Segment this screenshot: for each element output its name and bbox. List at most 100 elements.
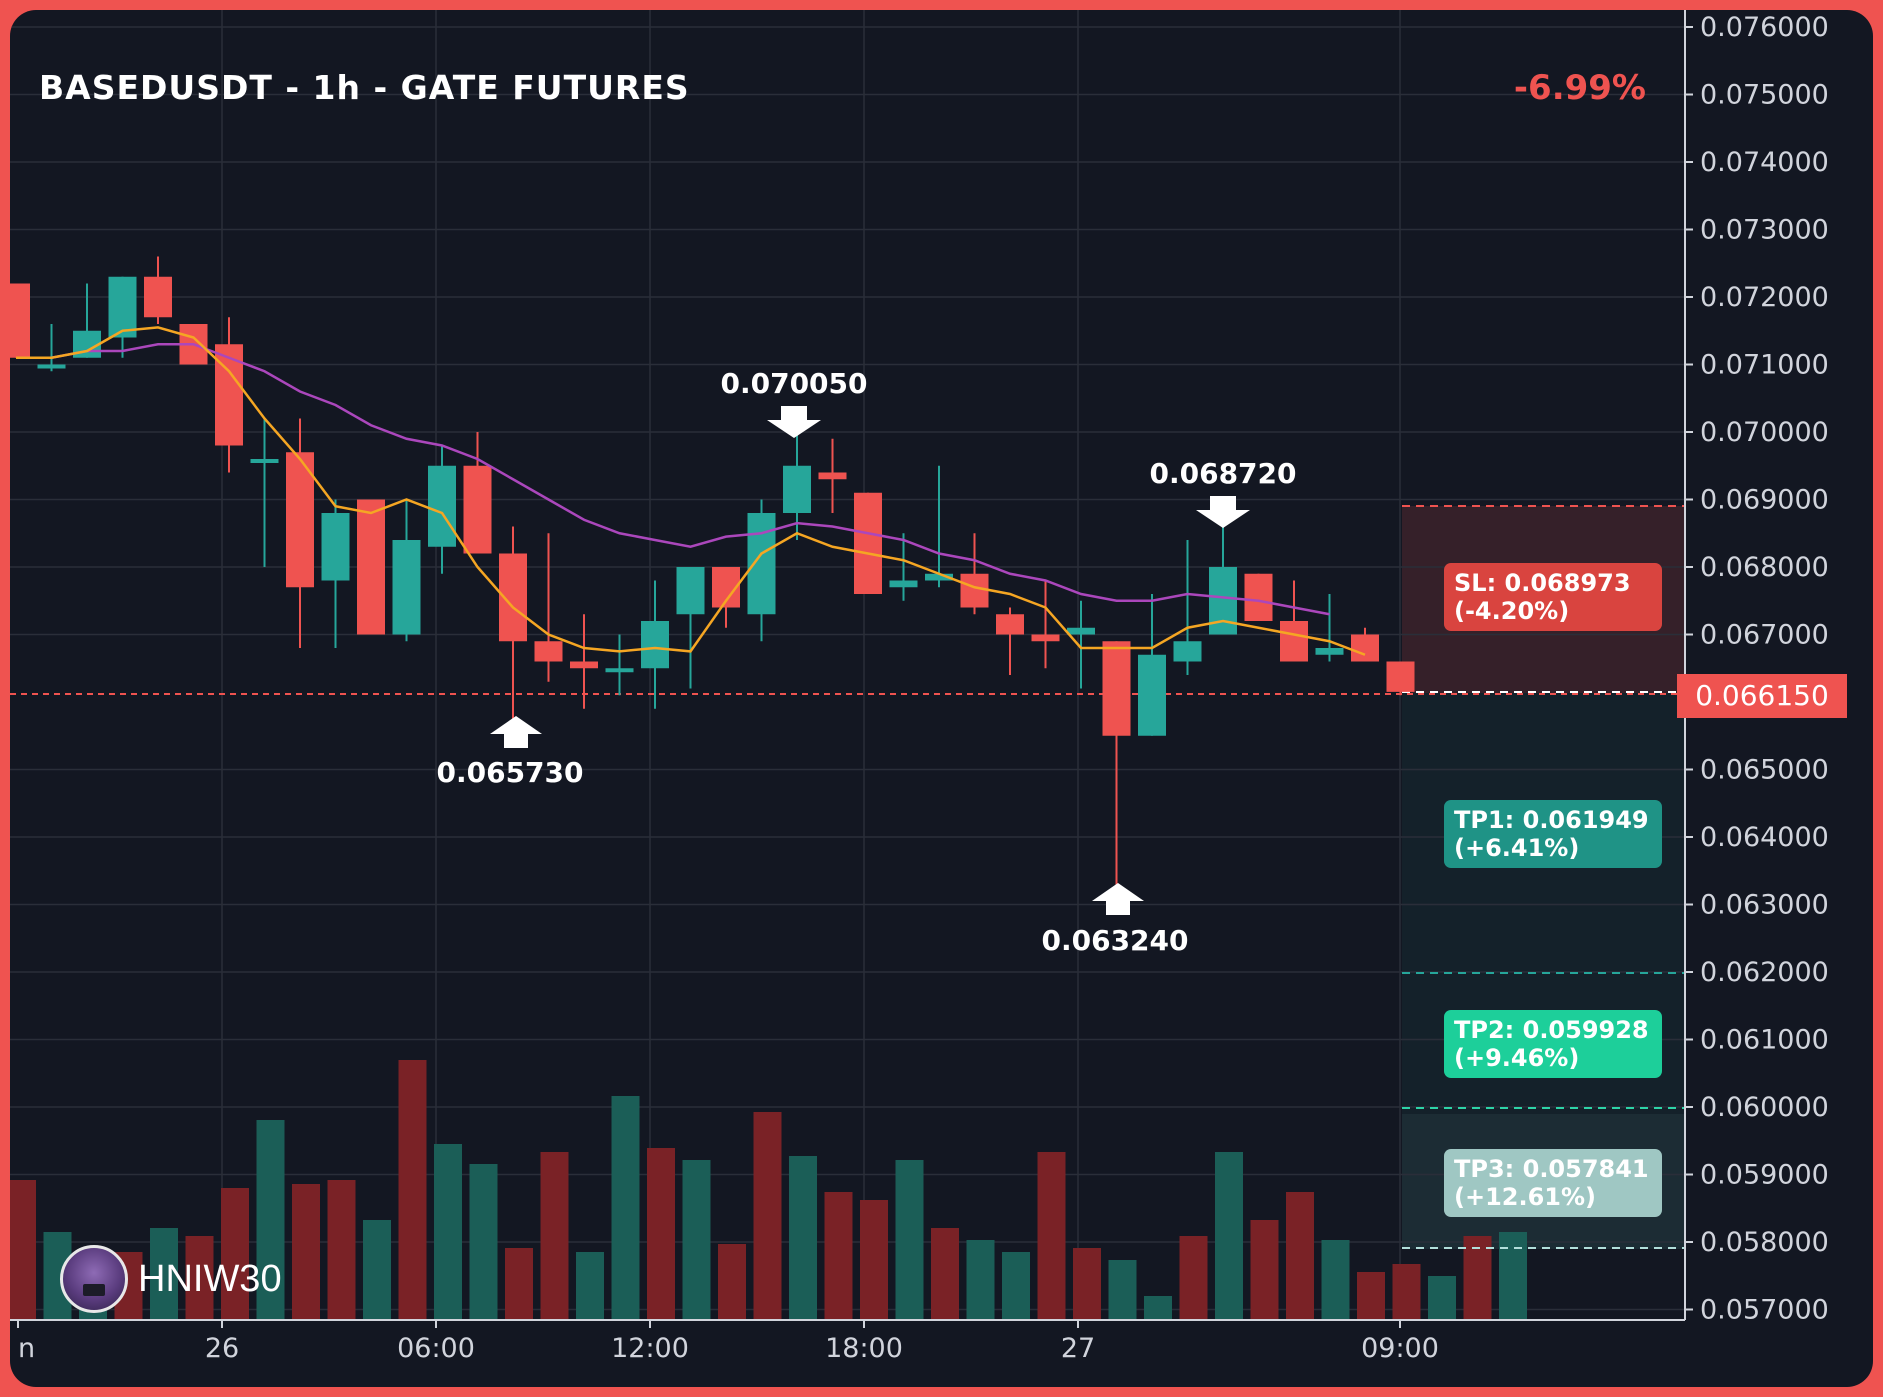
avatar: [60, 1245, 128, 1313]
volume-bar: [753, 1112, 782, 1320]
down-arrow-icon: [1196, 496, 1250, 528]
price-chart[interactable]: 0.076000 0.075000 0.074000 0.073000 0.072000…: [10, 10, 1873, 1387]
chart-frame: 0.076000 0.075000 0.074000 0.073000 0.072000…: [10, 10, 1873, 1387]
tp3-tag-pct: (+12.61%): [1454, 1183, 1597, 1211]
annotation-low-1: 0.065730: [436, 716, 584, 789]
svg-text:0.068720: 0.068720: [1149, 457, 1296, 490]
down-arrow-icon: [767, 406, 821, 438]
price-change: -6.99%: [1513, 68, 1646, 108]
candle-body: [854, 492, 882, 594]
volume-bar: [611, 1096, 640, 1320]
price-tick-label: 0.073000: [1700, 215, 1829, 246]
time-tick-label: 12:00: [611, 1333, 689, 1364]
price-tick-label: 0.060000: [1700, 1092, 1829, 1123]
price-tick-label: 0.069000: [1700, 485, 1829, 516]
candle-body: [108, 276, 137, 338]
time-axis[interactable]: n 26 06:00 12:00 18:00 27 09:00: [17, 1320, 1439, 1364]
time-tick-label: n: [18, 1333, 35, 1364]
volume-bar: [398, 1060, 427, 1320]
tp1-tag-pct: (+6.41%): [1454, 834, 1580, 862]
volume-bar: [540, 1152, 569, 1320]
price-tick-label: 0.063000: [1700, 890, 1829, 921]
volume-bar: [221, 1188, 249, 1320]
tp2-tag-pct: (+9.46%): [1454, 1044, 1580, 1072]
tp1-tag-price: TP1: 0.061949: [1454, 806, 1649, 834]
volume-bar: [895, 1160, 924, 1320]
trade-level-lines: [1402, 505, 1685, 1249]
volume-bar: [150, 1228, 178, 1320]
volume-bar: [1286, 1192, 1314, 1320]
tp2-tag[interactable]: TP2: 0.059928 (+9.46%): [1444, 1010, 1662, 1078]
candle-body: [960, 573, 989, 608]
current-price-badge: [1677, 674, 1847, 718]
price-tick-label: 0.071000: [1700, 350, 1829, 381]
volume-bar: [327, 1180, 356, 1320]
candle-body: [1280, 621, 1308, 662]
tp1-tag[interactable]: TP1: 0.061949 (+6.41%): [1444, 800, 1662, 868]
candle-body: [570, 661, 598, 669]
price-tick-label: 0.058000: [1700, 1227, 1829, 1258]
candle-body: [1351, 634, 1379, 662]
volume-bar: [1428, 1276, 1456, 1320]
candle-body: [1209, 567, 1237, 635]
time-tick-label: 09:00: [1361, 1333, 1439, 1364]
volume-bar: [292, 1184, 320, 1320]
candle-body: [286, 452, 314, 588]
volume-bars: [10, 1060, 1527, 1320]
candle-body: [428, 465, 456, 547]
candle-body: [321, 513, 350, 581]
time-tick-label: 26: [205, 1333, 239, 1364]
candle-body: [1031, 634, 1060, 642]
candle-body: [1244, 573, 1273, 621]
candle-body: [783, 465, 811, 513]
volume-bar: [1250, 1220, 1279, 1320]
candle-body: [747, 513, 776, 615]
candle-body: [357, 499, 385, 635]
volume-bar: [860, 1200, 888, 1320]
price-tick-label: 0.062000: [1700, 957, 1829, 988]
candle-body: [1315, 648, 1344, 655]
up-arrow-icon: [1092, 883, 1144, 915]
candle-body: [392, 540, 421, 635]
candle-body: [605, 668, 634, 673]
price-axis[interactable]: 0.076000 0.075000 0.074000 0.073000 0.072000…: [1685, 12, 1829, 1326]
tp2-tag-price: TP2: 0.059928: [1454, 1016, 1649, 1044]
price-tick-label: 0.065000: [1700, 755, 1829, 786]
volume-bar: [1073, 1248, 1101, 1320]
candle-body: [215, 344, 243, 446]
watermark: HNIW30: [60, 1245, 282, 1313]
volume-bar: [682, 1160, 711, 1320]
price-tick-label: 0.068000: [1700, 552, 1829, 583]
candles: [10, 256, 1415, 889]
volume-bar: [1357, 1272, 1385, 1320]
volume-bar: [256, 1120, 285, 1320]
annotation-low-2: 0.063240: [1041, 883, 1189, 957]
candle-body: [10, 283, 30, 358]
volume-bar: [647, 1148, 675, 1320]
volume-bar: [1499, 1232, 1527, 1320]
price-tick-label: 0.074000: [1700, 147, 1829, 178]
candle-body: [534, 641, 563, 662]
volume-bar: [434, 1144, 462, 1320]
time-tick-label: 27: [1061, 1333, 1095, 1364]
volume-bar: [789, 1156, 817, 1320]
price-tick-label: 0.070000: [1700, 417, 1829, 448]
price-tick-label: 0.059000: [1700, 1160, 1829, 1191]
candle-body: [925, 573, 953, 581]
candle-body: [996, 614, 1024, 635]
price-tick-label: 0.075000: [1700, 80, 1829, 111]
volume-bar: [1179, 1236, 1208, 1320]
candle-body: [1138, 654, 1166, 736]
sl-tag[interactable]: SL: 0.068973 (-4.20%): [1444, 563, 1662, 631]
svg-text:0.065730: 0.065730: [436, 756, 583, 789]
ema-fast-line: [16, 326, 1366, 656]
price-tick-label: 0.064000: [1700, 822, 1829, 853]
candle-body: [1173, 641, 1202, 662]
candle-body: [463, 465, 492, 554]
volume-bar: [1108, 1260, 1137, 1320]
watermark-handle: HNIW30: [138, 1257, 282, 1300]
current-price-label: 0.066150: [1695, 679, 1829, 712]
volume-bar: [1392, 1264, 1421, 1320]
price-tick-label: 0.076000: [1700, 12, 1829, 43]
tp3-tag[interactable]: TP3: 0.057841 (+12.61%): [1444, 1149, 1662, 1217]
